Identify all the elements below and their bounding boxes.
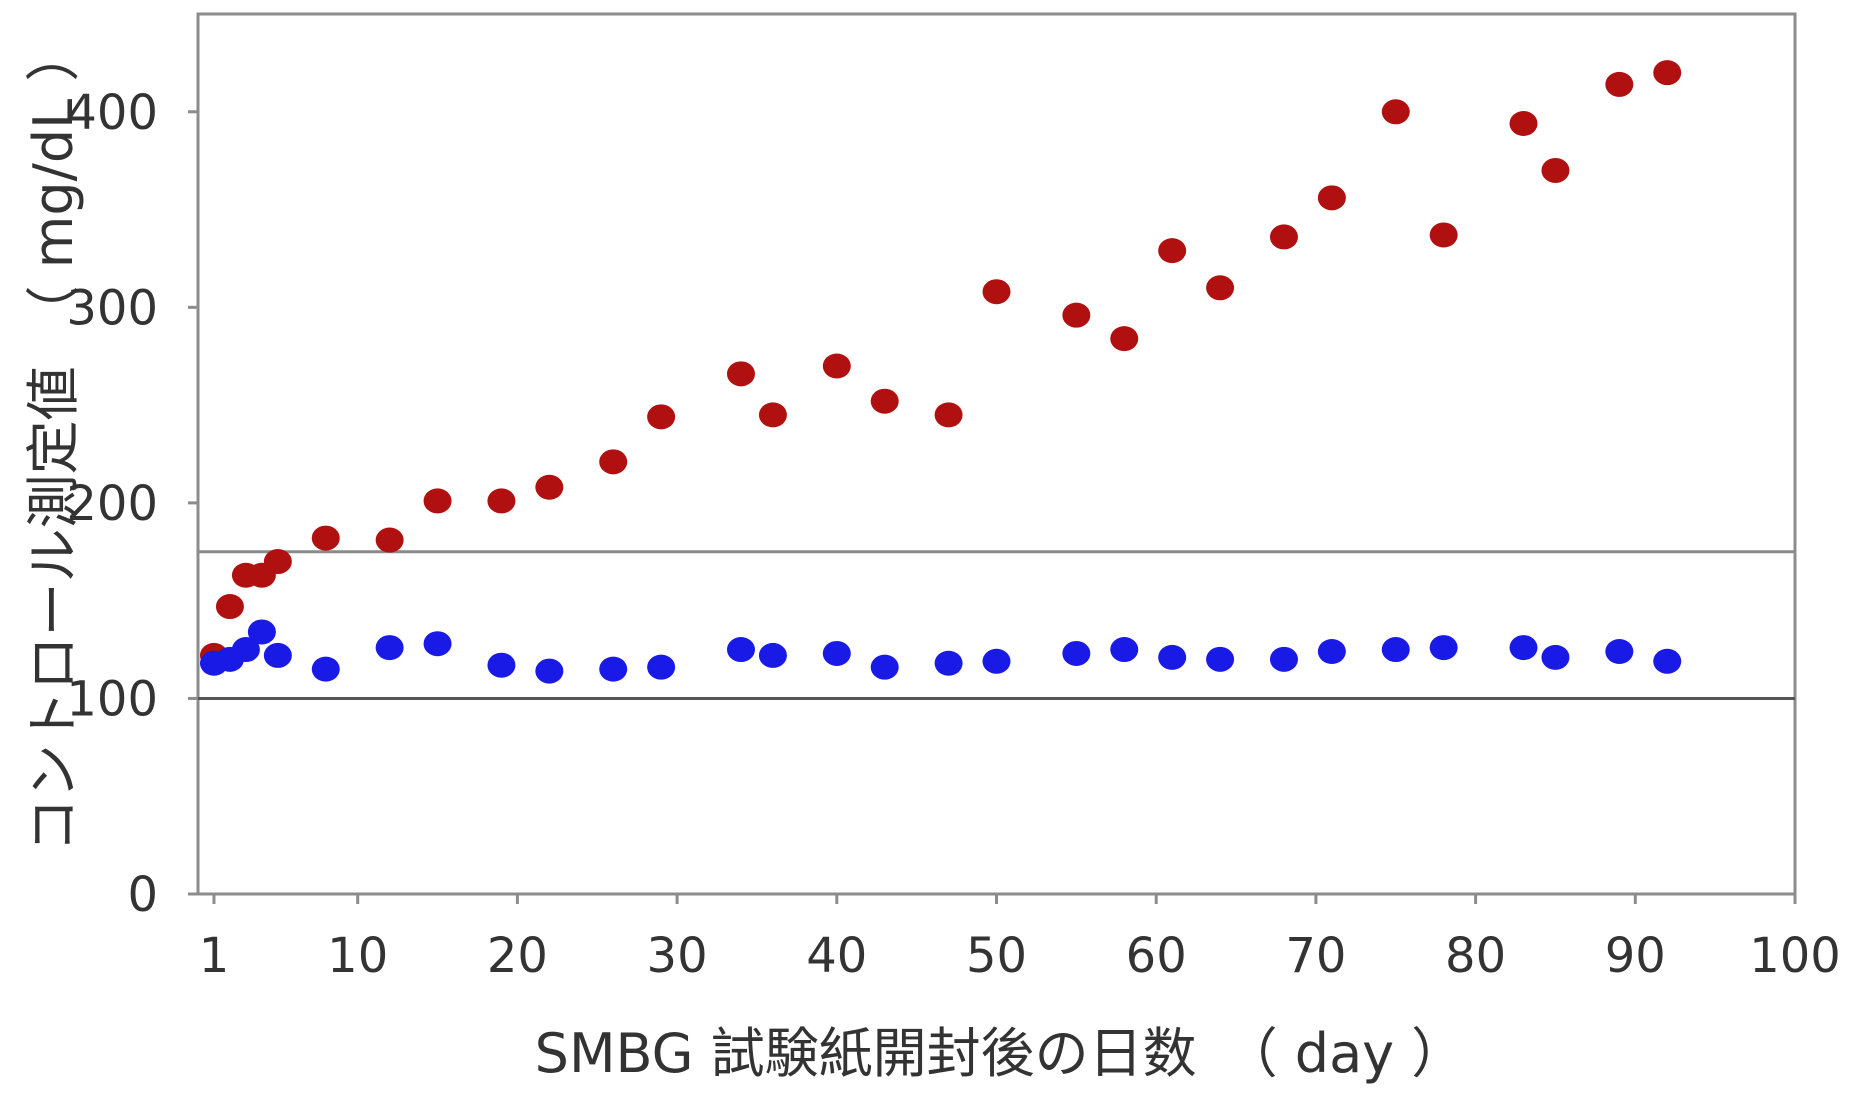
x-tick-label: 40 [806, 928, 867, 984]
data-point [247, 619, 276, 645]
data-point [822, 353, 851, 379]
x-axis-label: SMBG 試験紙開封後の日数 （ day ） [535, 1022, 1466, 1085]
y-tick-label: 300 [66, 280, 158, 336]
data-point [535, 658, 564, 684]
data-point [758, 402, 787, 428]
data-point [263, 549, 292, 575]
data-point [1429, 635, 1458, 661]
data-point [726, 637, 755, 663]
data-point [423, 488, 452, 514]
data-point [1062, 302, 1091, 328]
series-1 [199, 60, 1682, 668]
x-tick-label: 70 [1285, 928, 1346, 984]
data-point [1206, 646, 1235, 672]
x-tick-label: 80 [1445, 928, 1506, 984]
data-point [1653, 60, 1682, 86]
data-point [1317, 185, 1346, 211]
data-point [982, 648, 1011, 674]
y-tick-label: 100 [66, 671, 158, 727]
data-point [1381, 99, 1410, 125]
data-point [311, 656, 340, 682]
data-point [1206, 275, 1235, 301]
x-axis-ticks: 1 10 20 30 40 50 60 70 80 90 100 [199, 894, 1841, 984]
data-point [231, 637, 260, 663]
data-point [982, 279, 1011, 305]
x-tick-label: 100 [1749, 928, 1841, 984]
data-point [1541, 644, 1570, 670]
data-point [487, 652, 516, 678]
data-point [934, 650, 963, 676]
reference-lines [198, 550, 1795, 700]
data-point [1110, 637, 1139, 663]
data-point [375, 527, 404, 553]
data-point [726, 361, 755, 387]
data-point [1509, 635, 1538, 661]
data-point [1158, 644, 1187, 670]
data-point [1158, 238, 1187, 264]
y-axis-label: コントロール測定値 （ mg/dL ） [22, 28, 85, 853]
data-point [1605, 639, 1634, 665]
x-tick-label: 90 [1605, 928, 1666, 984]
series-2 [199, 619, 1682, 684]
data-point [599, 449, 628, 475]
data-point [822, 640, 851, 666]
data-point [487, 488, 516, 514]
x-tick-label: 50 [966, 928, 1027, 984]
y-tick-label: 0 [127, 867, 158, 923]
data-points [199, 60, 1682, 684]
y-tick-label: 200 [66, 476, 158, 532]
x-tick-label: 20 [487, 928, 548, 984]
y-axis-ticks: 0 100 200 300 400 [66, 85, 198, 923]
x-tick-label: 1 [199, 928, 230, 984]
data-point [1062, 640, 1091, 666]
x-tick-label: 30 [647, 928, 708, 984]
plot-frame [196, 12, 1797, 896]
data-point [647, 404, 676, 430]
y-tick-label: 400 [66, 85, 158, 141]
data-point [647, 654, 676, 680]
data-point [1605, 71, 1634, 97]
data-point [1429, 222, 1458, 248]
data-point [934, 402, 963, 428]
data-point [1541, 157, 1570, 183]
data-point [215, 594, 244, 620]
data-point [870, 654, 899, 680]
data-point [1269, 646, 1298, 672]
data-point [423, 631, 452, 657]
data-point [1381, 637, 1410, 663]
x-tick-label: 60 [1126, 928, 1187, 984]
data-point [758, 642, 787, 668]
x-tick-label: 10 [327, 928, 388, 984]
data-point [375, 635, 404, 661]
data-point [1110, 326, 1139, 352]
data-point [1509, 111, 1538, 137]
data-point [311, 525, 340, 551]
data-point [263, 642, 292, 668]
data-point [1653, 648, 1682, 674]
data-point [1317, 639, 1346, 665]
data-point [1269, 224, 1298, 250]
data-point [599, 656, 628, 682]
data-point [535, 474, 564, 500]
data-point [870, 388, 899, 414]
